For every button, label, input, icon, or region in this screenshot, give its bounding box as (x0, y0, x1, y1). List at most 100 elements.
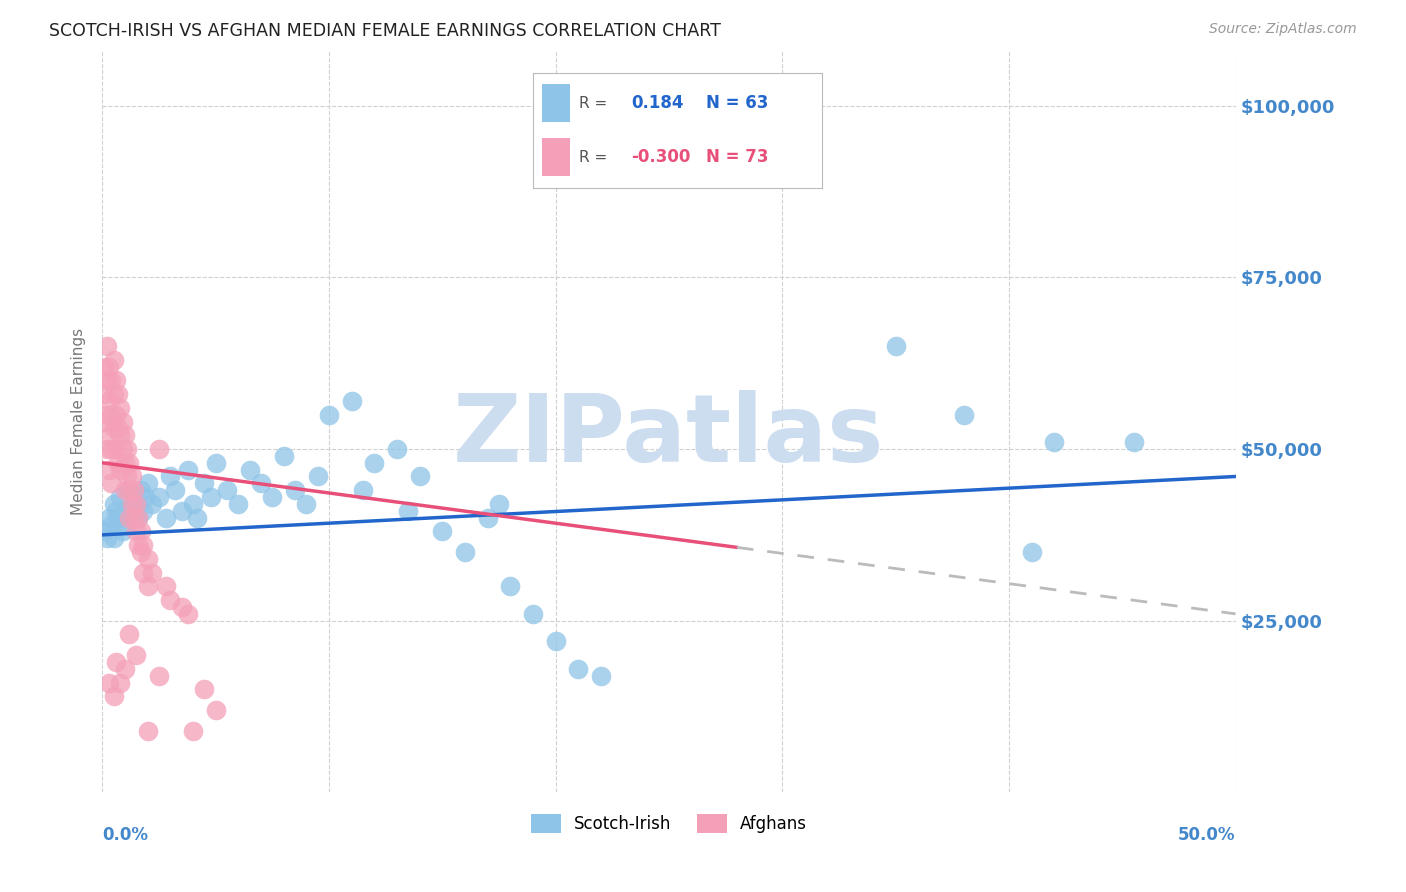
Point (121, 497, 143, 511)
Point (110, 428, 132, 442)
Point (352, 483, 374, 498)
Point (103, 497, 125, 511)
Point (396, 504, 419, 518)
Point (98, 428, 121, 442)
Point (148, 442, 170, 456)
Point (100, 517, 122, 532)
Point (385, 442, 408, 456)
Point (170, 599, 193, 614)
Point (692, 146, 714, 161)
Point (193, 476, 215, 491)
Point (96, 373, 118, 387)
Point (488, 497, 510, 511)
Point (104, 442, 127, 456)
Point (477, 510, 499, 524)
Point (159, 469, 181, 483)
Point (177, 607, 200, 621)
Point (177, 462, 200, 476)
Point (114, 456, 136, 470)
Point (148, 668, 170, 682)
Point (170, 504, 193, 518)
Point (567, 662, 589, 676)
Point (107, 456, 129, 470)
Point (132, 538, 155, 552)
Point (96, 442, 118, 456)
Point (134, 490, 156, 504)
Point (111, 442, 134, 456)
Point (114, 483, 136, 498)
Point (226, 497, 249, 511)
Point (340, 393, 363, 408)
Point (1021, 545, 1043, 559)
Point (96, 408, 118, 422)
Point (104, 408, 127, 422)
Point (181, 723, 204, 738)
Point (111, 415, 134, 429)
Point (121, 510, 143, 524)
Point (318, 408, 340, 422)
Point (111, 524, 134, 539)
Point (186, 510, 208, 524)
Point (148, 490, 170, 504)
Point (122, 510, 145, 524)
Point (1122, 435, 1144, 450)
Point (103, 352, 125, 367)
Point (129, 524, 152, 539)
Point (98, 510, 121, 524)
Point (200, 490, 222, 504)
Text: ZIPatlas: ZIPatlas (453, 391, 884, 483)
Point (121, 469, 143, 483)
Point (104, 655, 127, 669)
Point (884, 339, 907, 353)
Point (589, 668, 612, 682)
Point (104, 504, 127, 518)
Point (132, 566, 155, 580)
Point (952, 408, 974, 422)
Point (115, 469, 138, 483)
Point (118, 483, 141, 498)
Point (141, 497, 163, 511)
Point (136, 579, 159, 593)
Point (110, 401, 132, 415)
Point (544, 634, 567, 648)
Point (100, 408, 122, 422)
Point (103, 690, 125, 704)
Point (96, 339, 118, 353)
Point (193, 682, 215, 697)
Point (363, 456, 385, 470)
Point (96, 531, 118, 545)
Point (155, 579, 177, 593)
Point (127, 510, 149, 524)
Point (107, 421, 129, 435)
Point (118, 456, 141, 470)
Point (307, 469, 329, 483)
Text: 0.0%: 0.0% (103, 826, 148, 844)
Point (204, 456, 226, 470)
Point (103, 531, 125, 545)
Point (136, 476, 159, 491)
Point (103, 387, 125, 401)
Point (122, 490, 145, 504)
Point (122, 483, 145, 498)
Point (408, 469, 430, 483)
Point (110, 490, 132, 504)
Point (136, 552, 159, 566)
Point (114, 662, 136, 676)
Point (114, 428, 136, 442)
Point (499, 579, 522, 593)
Point (115, 442, 138, 456)
Point (118, 627, 141, 641)
Point (100, 373, 122, 387)
Point (295, 497, 318, 511)
Point (118, 510, 141, 524)
Point (100, 476, 122, 491)
Point (432, 524, 454, 539)
Point (454, 545, 477, 559)
Point (110, 675, 132, 690)
Point (159, 593, 181, 607)
Point (114, 504, 136, 518)
Point (110, 462, 132, 476)
Point (125, 524, 148, 539)
Point (127, 510, 149, 524)
Point (98, 675, 121, 690)
